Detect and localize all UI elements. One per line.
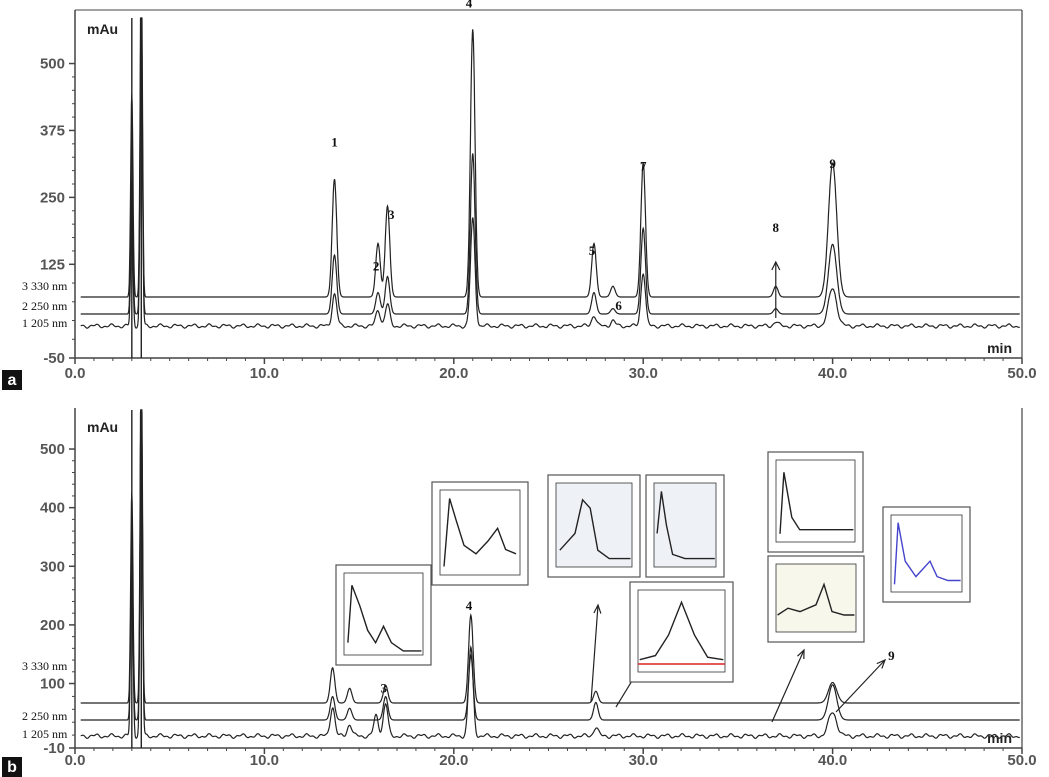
inset-spectrum: [656, 491, 715, 560]
panel-letter: a: [8, 372, 17, 389]
x-tick-label: 50.0: [1007, 365, 1036, 382]
peak-label: 6: [615, 298, 622, 313]
trace-label: 1 205 nm: [22, 316, 68, 330]
inset-plot-area: [775, 563, 857, 633]
peak-label: 3: [380, 680, 387, 695]
y-tick-label: -10: [43, 740, 65, 757]
peak-9-arrow: [835, 659, 886, 713]
inset-plot-area: [653, 482, 717, 568]
peak-8-arrow-head: [797, 648, 805, 660]
y-tick-label: 500: [40, 441, 65, 458]
y-tick-label: 250: [40, 189, 65, 206]
x-tick-label: 40.0: [818, 752, 847, 769]
peak-label: 2: [373, 259, 380, 274]
panel-b: -10 100 200 300 400 500 0.0 10.0 20.0 30.0 40.0 50.…: [2, 408, 1037, 777]
inset-plot-area: [343, 572, 424, 656]
uv-spectra-insets: [335, 451, 971, 723]
x-tick-label: 10.0: [250, 752, 279, 769]
peak-label: 4: [466, 598, 473, 613]
peak-label: 9: [888, 648, 895, 663]
x-tick-label: 0.0: [65, 752, 86, 769]
inset-peak-8a: [767, 451, 864, 553]
y-axis-label: mAu: [87, 419, 118, 435]
y-tick-label: 200: [40, 617, 65, 634]
trace-line-205-nm: [80, 409, 1020, 739]
inset-plot-area: [555, 482, 633, 568]
inset-peak-5: [547, 474, 641, 578]
peak-label: 9: [829, 156, 836, 171]
inset-plot-area: [890, 514, 963, 593]
peak-8-arrow-head: [771, 260, 781, 271]
peak-8-arrow: [771, 649, 805, 723]
inset-spectrum: [443, 498, 517, 567]
panel-letter-box: [2, 757, 22, 777]
inset-spectrum: [779, 472, 854, 534]
x-tick-label: 0.0: [65, 365, 86, 382]
x-tick-label: 30.0: [629, 365, 658, 382]
y-axis-label: mAu: [87, 21, 118, 37]
peak-9-arrow-head: [876, 658, 887, 669]
peak-label: 7: [640, 159, 647, 174]
inset-peak-6: [629, 581, 734, 683]
inset-peak-5b: [645, 474, 725, 578]
inset-spectrum: [347, 585, 422, 652]
x-axis-label: min: [987, 340, 1012, 356]
peak-5-arrow-head: [593, 603, 602, 614]
trace-line-250-nm: [80, 17, 1020, 315]
peak-5-arrow: [590, 604, 599, 703]
x-tick-label: 20.0: [439, 752, 468, 769]
trace-label: 2 250 nm: [22, 709, 68, 723]
peak-label: 4: [466, 0, 473, 10]
inset-peak-9: [882, 506, 971, 603]
y-tick-label: 125: [40, 256, 65, 273]
inset-spectrum: [639, 600, 724, 661]
inset-spectrum: [893, 522, 961, 585]
peak-label: 5: [589, 243, 596, 258]
peak-label: 3: [388, 207, 395, 222]
x-tick-label: 30.0: [629, 752, 658, 769]
peak-label: 1: [331, 135, 338, 150]
x-tick-label: 20.0: [439, 365, 468, 382]
y-tick-label: 500: [40, 56, 65, 73]
inset-spectrum: [777, 582, 855, 616]
inset-plot-area: [439, 489, 521, 576]
inset-peak-8b: [767, 555, 865, 643]
x-tick-label: 40.0: [818, 365, 847, 382]
trace-line-330-nm: [80, 409, 1020, 704]
trace-label: 3 330 nm: [22, 659, 68, 673]
trace-line-330-nm: [80, 17, 1020, 298]
y-tick-label: 300: [40, 558, 65, 575]
y-tick-label: 375: [40, 122, 65, 139]
trace-label: 1 205 nm: [22, 727, 68, 741]
panel-letter-box: [2, 370, 22, 390]
inset-peak-4: [431, 481, 529, 586]
trace-label: 3 330 nm: [22, 279, 68, 293]
y-tick-label: -50: [43, 350, 65, 367]
trace-line-205-nm: [80, 31, 1020, 329]
inset-spectrum: [559, 498, 631, 560]
y-tick-label: 400: [40, 500, 65, 517]
panel-letter: b: [7, 759, 17, 776]
peak-label: 8: [773, 220, 780, 235]
inset-peak-3: [335, 564, 432, 666]
x-tick-label: 50.0: [1007, 752, 1036, 769]
x-tick-label: 10.0: [250, 365, 279, 382]
y-tick-label: 100: [40, 676, 65, 693]
trace-label: 2 250 nm: [22, 299, 68, 313]
trace-line-250-nm: [80, 409, 1020, 721]
